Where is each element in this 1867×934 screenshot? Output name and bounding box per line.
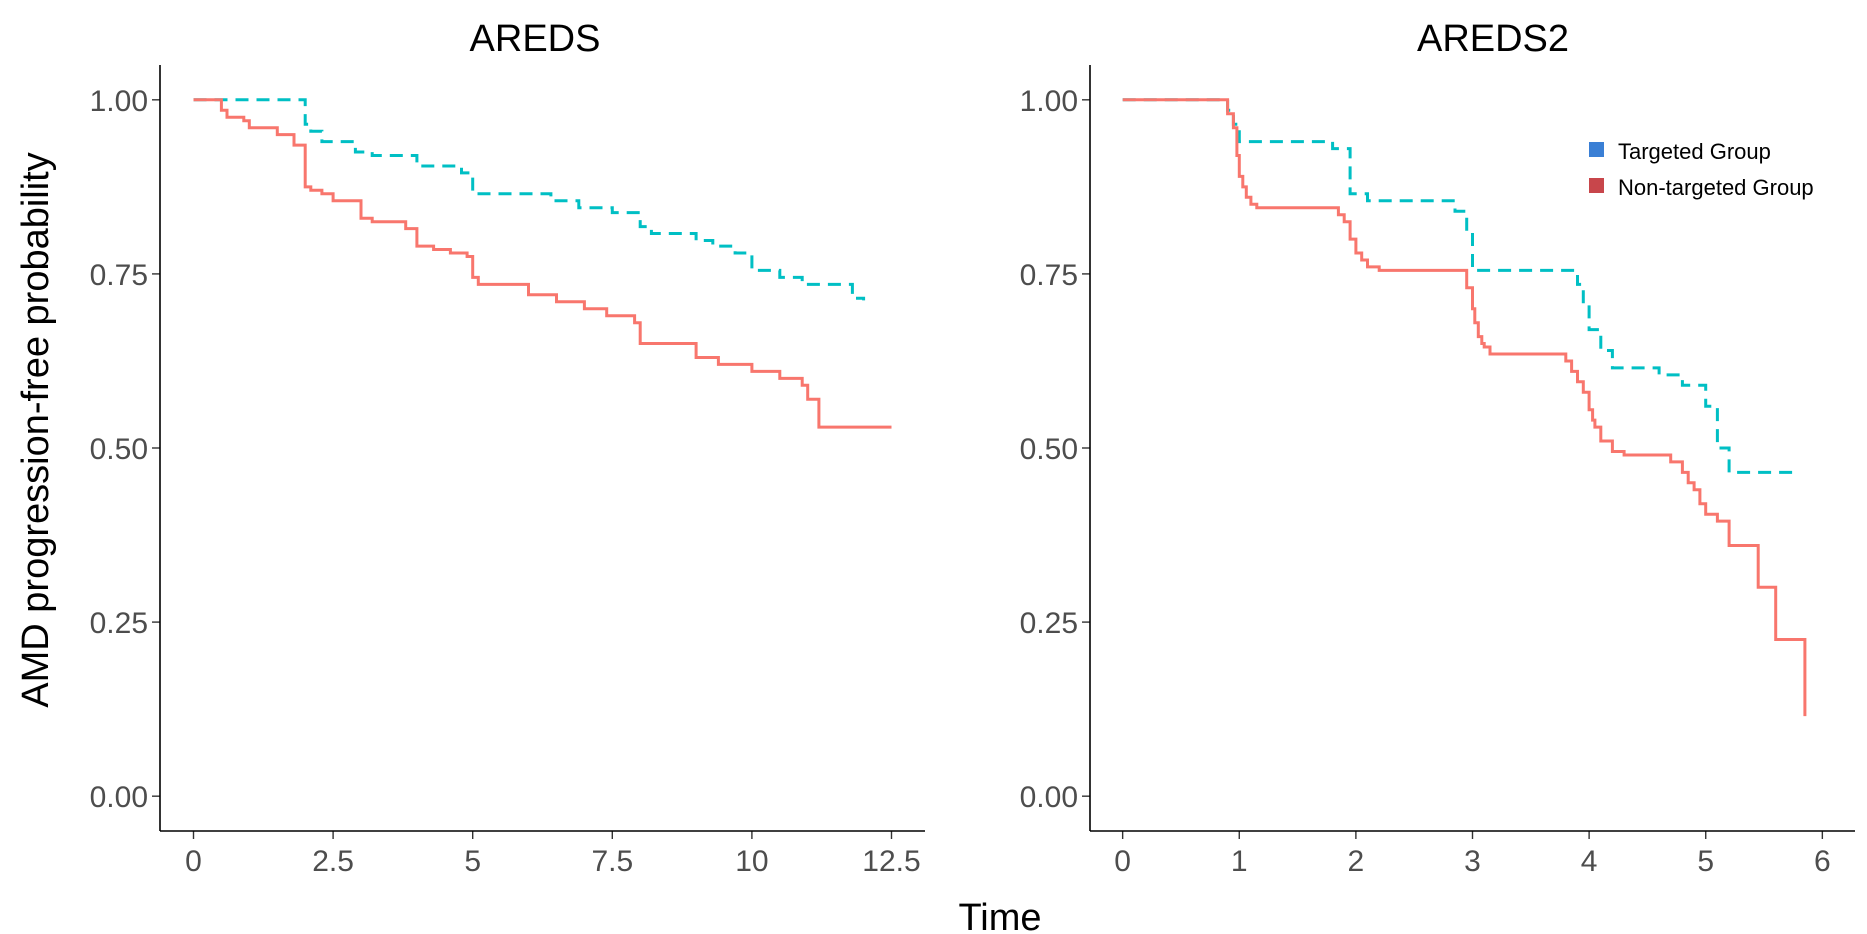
y-axis-areds2: 0.00 0.25 0.50 0.75 1.00 <box>1020 85 1090 814</box>
x-tick-label: 5 <box>464 845 481 878</box>
x-tick-label: 5 <box>1697 845 1714 878</box>
y-tick-label: 0.75 <box>1020 259 1078 292</box>
x-tick-label: 2 <box>1348 845 1365 878</box>
y-tick-label: 0.75 <box>90 259 148 292</box>
x-tick-label: 1 <box>1231 845 1248 878</box>
x-tick-label: 4 <box>1581 845 1598 878</box>
y-tick-label: 0.50 <box>90 433 148 466</box>
legend-label-targeted: Targeted Group <box>1618 139 1771 164</box>
x-axis-areds: 0 2.5 5 7.5 10 12.5 <box>185 831 921 878</box>
y-tick-label: 0.25 <box>90 607 148 640</box>
x-tick-label: 3 <box>1464 845 1481 878</box>
x-tick-label: 0 <box>1114 845 1131 878</box>
x-axis-title: Time <box>958 897 1041 934</box>
series-line-areds2-targeted <box>1122 98 1799 474</box>
y-tick-label: 1.00 <box>90 85 148 118</box>
series-line-areds-targeted <box>193 98 866 301</box>
panel-areds2: AREDS2 0.00 0.25 0.50 0.75 1.00 0 1 2 3 4 5 6 <box>1020 18 1855 878</box>
series-layer-areds <box>193 98 892 429</box>
legend-label-non-targeted: Non-targeted Group <box>1618 175 1814 200</box>
legend: Targeted Group Non-targeted Group <box>1589 139 1814 200</box>
x-tick-label: 7.5 <box>591 845 633 878</box>
y-tick-label: 0.00 <box>1020 781 1078 814</box>
y-tick-label: 0.00 <box>90 781 148 814</box>
series-layer-areds2 <box>1122 98 1807 717</box>
x-tick-label: 0 <box>185 845 202 878</box>
panel-areds: AREDS 0.00 0.25 0.50 0.75 1.00 0 2.5 5 7.5 10 12.… <box>90 18 925 878</box>
x-tick-label: 2.5 <box>312 845 354 878</box>
x-tick-label: 12.5 <box>862 845 920 878</box>
series-line-areds2-non-targeted <box>1122 98 1807 717</box>
panel-title-areds2: AREDS2 <box>1417 18 1569 60</box>
x-tick-label: 10 <box>735 845 768 878</box>
x-axis-areds2: 0 1 2 3 4 5 6 <box>1114 831 1831 878</box>
x-tick-label: 6 <box>1814 845 1831 878</box>
y-axis-title: AMD progression-free probability <box>15 152 57 707</box>
series-line-areds-non-targeted <box>193 98 892 429</box>
y-tick-label: 1.00 <box>1020 85 1078 118</box>
legend-swatch-targeted <box>1589 142 1604 157</box>
y-tick-label: 0.50 <box>1020 433 1078 466</box>
y-tick-label: 0.25 <box>1020 607 1078 640</box>
legend-swatch-non-targeted <box>1589 178 1604 193</box>
y-axis-areds: 0.00 0.25 0.50 0.75 1.00 <box>90 85 160 814</box>
panel-title-areds: AREDS <box>470 18 601 60</box>
